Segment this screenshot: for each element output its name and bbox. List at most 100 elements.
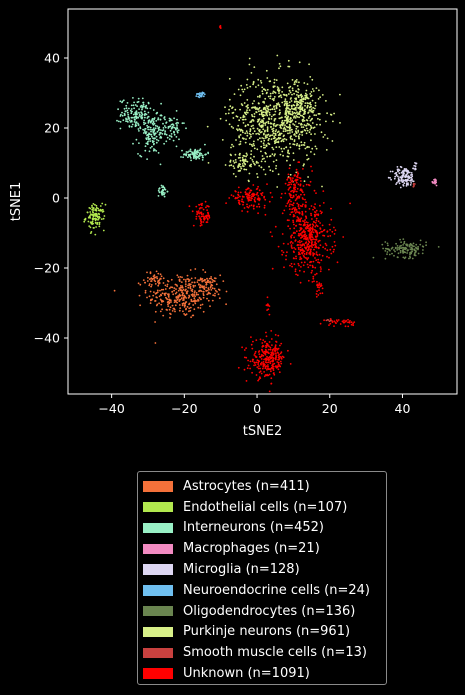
scatter-point (299, 244, 302, 246)
scatter-point (243, 161, 245, 164)
scatter-point (291, 208, 294, 211)
scatter-point (289, 213, 292, 216)
scatter-point (176, 127, 179, 130)
scatter-point (278, 109, 281, 111)
scatter-point (255, 160, 258, 163)
scatter-point (219, 27, 222, 29)
legend-item: Endothelial cells (n=107) (143, 497, 386, 518)
scatter-point (232, 195, 235, 198)
scatter-point (269, 346, 272, 349)
scatter-point (264, 361, 267, 363)
scatter-point (241, 346, 244, 349)
scatter-point (270, 338, 273, 340)
scatter-point (142, 279, 145, 281)
scatter-point (239, 108, 242, 111)
scatter-point (422, 249, 424, 251)
scatter-point (307, 97, 310, 100)
scatter-point (272, 369, 275, 371)
scatter-point (187, 297, 190, 299)
scatter-point (417, 252, 420, 255)
scatter-point (239, 191, 242, 194)
scatter-point (242, 158, 244, 161)
y-tick-label: 0 (52, 191, 60, 206)
scatter-point (191, 281, 194, 284)
scatter-point (411, 173, 413, 176)
scatter-point (310, 242, 313, 245)
scatter-point (258, 96, 261, 98)
scatter-point (320, 268, 322, 270)
scatter-point (402, 244, 404, 246)
scatter-point (298, 269, 301, 272)
scatter-point (381, 243, 384, 246)
scatter-point (165, 296, 167, 299)
scatter-point (310, 245, 313, 247)
scatter-point (334, 244, 337, 247)
scatter-point (157, 139, 160, 142)
scatter-point (205, 286, 208, 289)
scatter-point (144, 281, 146, 284)
scatter-point (277, 102, 280, 104)
scatter-point (239, 195, 241, 198)
scatter-point (209, 280, 211, 283)
scatter-point (261, 367, 264, 370)
scatter-point (311, 226, 314, 228)
scatter-point (291, 203, 293, 206)
scatter-point (253, 155, 255, 158)
scatter-point (125, 107, 128, 110)
scatter-point (307, 102, 309, 105)
scatter-point (287, 200, 290, 202)
scatter-point (292, 232, 295, 235)
scatter-point (262, 128, 265, 131)
scatter-point (135, 115, 138, 118)
scatter-point (292, 202, 295, 205)
scatter-point (298, 147, 301, 150)
scatter-point (254, 352, 256, 355)
scatter-point (250, 197, 253, 200)
scatter-point (263, 196, 265, 199)
scatter-point (184, 314, 187, 316)
scatter-point (317, 261, 319, 264)
scatter-point (255, 133, 258, 135)
scatter-point (269, 169, 272, 172)
scatter-point (211, 299, 214, 302)
scatter-point (394, 247, 397, 250)
scatter-point (273, 91, 276, 93)
scatter-point (200, 152, 203, 155)
scatter-point (141, 107, 144, 109)
scatter-point (249, 128, 252, 130)
scatter-point (146, 107, 149, 110)
scatter-point (303, 238, 305, 240)
scatter-point (319, 292, 322, 295)
scatter-point (247, 364, 250, 367)
legend-label: Neuroendocrine cells (n=24) (183, 582, 370, 598)
scatter-point (301, 107, 304, 110)
scatter-point (219, 274, 222, 277)
scatter-point (123, 112, 126, 115)
scatter-point (264, 111, 266, 114)
scatter-point (249, 189, 252, 192)
scatter-point (312, 238, 315, 241)
scatter-point (141, 97, 144, 100)
scatter-point (91, 223, 94, 226)
scatter-point (153, 277, 156, 279)
scatter-point (333, 325, 335, 327)
scatter-point (414, 165, 417, 168)
scatter-point (272, 353, 275, 356)
scatter-point (244, 160, 247, 162)
scatter-point (272, 348, 275, 350)
scatter-point (300, 193, 302, 196)
scatter-point (413, 184, 415, 187)
series-0-points (113, 268, 228, 344)
scatter-point (293, 227, 296, 230)
scatter-point (150, 280, 152, 282)
scatter-point (334, 229, 337, 232)
scatter-point (347, 318, 349, 321)
scatter-point (208, 288, 210, 291)
scatter-point (188, 310, 190, 313)
scatter-point (328, 268, 330, 271)
scatter-point (265, 365, 268, 367)
scatter-point (321, 254, 324, 257)
scatter-point (239, 169, 242, 172)
scatter-point (263, 157, 265, 160)
scatter-point (224, 106, 226, 109)
